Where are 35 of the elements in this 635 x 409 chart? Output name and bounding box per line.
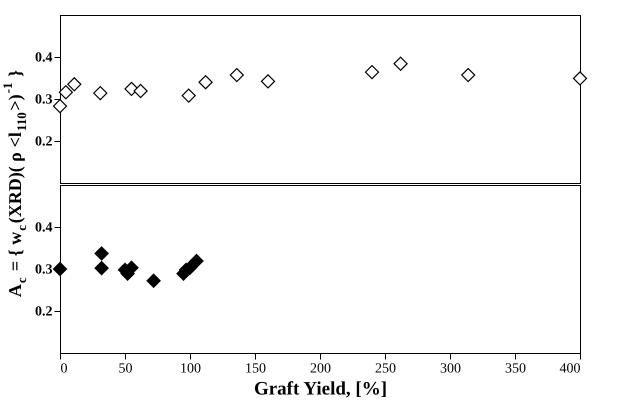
x-axis-title: Graft Yield, [%] — [254, 378, 388, 400]
x-tick-label: 50 — [118, 362, 132, 376]
point — [52, 99, 68, 114]
point — [461, 68, 476, 82]
point — [93, 86, 108, 100]
point — [146, 274, 161, 288]
x-tick-label: 300 — [440, 362, 461, 376]
point — [67, 77, 82, 92]
y-tick-label: 0.2 — [35, 304, 52, 320]
x-tick-label: 200 — [310, 362, 331, 376]
point — [198, 75, 213, 90]
point — [393, 56, 408, 71]
point — [58, 85, 73, 100]
x-tick-label: 100 — [180, 362, 201, 376]
text: Ac = { wc(XRD)( ρ <l110>)-1 } — [0, 70, 29, 298]
x-tick-label: 400 — [560, 362, 580, 376]
x-tick-label: 250 — [375, 362, 396, 376]
point — [94, 246, 109, 261]
y-tick-label: 0.4 — [35, 220, 52, 236]
point — [572, 71, 588, 86]
point — [133, 84, 148, 98]
point — [364, 65, 380, 80]
point — [52, 262, 68, 276]
point — [189, 254, 204, 268]
y-tick-label: 0.2 — [35, 134, 52, 150]
y-tick-label: 0.4 — [35, 50, 52, 66]
y-tick-label: 0.3 — [35, 92, 52, 108]
point — [94, 261, 109, 276]
point — [182, 88, 196, 103]
x-tick-label: 350 — [505, 362, 526, 376]
point — [260, 74, 276, 88]
x-tick-label: 0 — [60, 362, 68, 376]
point — [230, 68, 244, 82]
x-tick-label: 150 — [245, 362, 266, 376]
y-tick-label: 0.3 — [35, 262, 52, 278]
